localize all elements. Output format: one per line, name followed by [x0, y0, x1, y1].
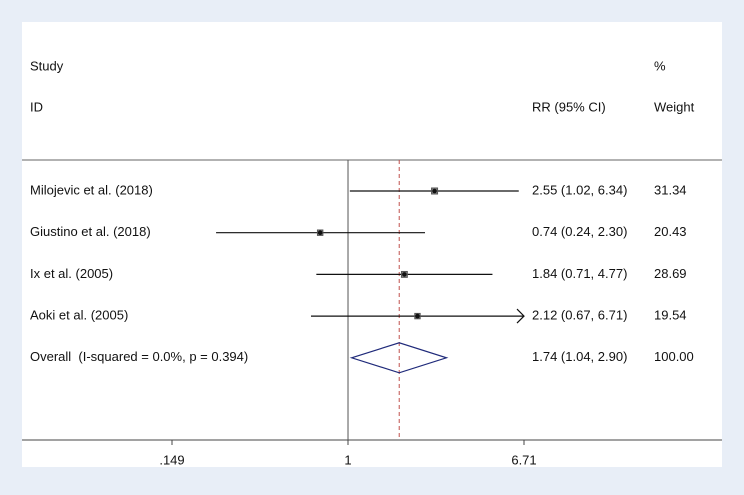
plot-panel — [22, 22, 722, 467]
study-name: Aoki et al. (2005) — [30, 308, 128, 323]
point-estimate — [415, 313, 420, 319]
column-header: Study — [30, 58, 64, 73]
overall-diamond — [349, 342, 449, 374]
x-tick-label: 1 — [344, 452, 351, 467]
effect-label: 1.84 (0.71, 4.77) — [532, 266, 627, 281]
study-name: Milojevic et al. (2018) — [30, 182, 153, 197]
column-header: Weight — [654, 99, 695, 114]
study-name: Ix et al. (2005) — [30, 266, 113, 281]
study-name: Overall (I-squared = 0.0%, p = 0.394) — [30, 349, 248, 364]
point-estimate — [432, 188, 437, 194]
effect-label: 1.74 (1.04, 2.90) — [532, 349, 627, 364]
column-header: RR (95% CI) — [532, 99, 606, 114]
weight-label: 19.54 — [654, 308, 687, 323]
ci-arrow — [516, 308, 525, 324]
point-estimate — [402, 272, 407, 277]
x-tick-label: 6.71 — [511, 452, 536, 467]
weight-label: 100.00 — [654, 349, 694, 364]
effect-label: 2.55 (1.02, 6.34) — [532, 182, 627, 197]
column-header: ID — [30, 99, 43, 114]
column-header: % — [654, 58, 666, 73]
effect-label: 2.12 (0.67, 6.71) — [532, 308, 627, 323]
point-estimate — [317, 230, 323, 235]
weight-label: 28.69 — [654, 266, 687, 281]
weight-label: 31.34 — [654, 182, 687, 197]
x-tick-label: .149 — [159, 452, 184, 467]
effect-label: 0.74 (0.24, 2.30) — [532, 224, 627, 239]
study-name: Giustino et al. (2018) — [30, 224, 151, 239]
weight-label: 20.43 — [654, 224, 687, 239]
